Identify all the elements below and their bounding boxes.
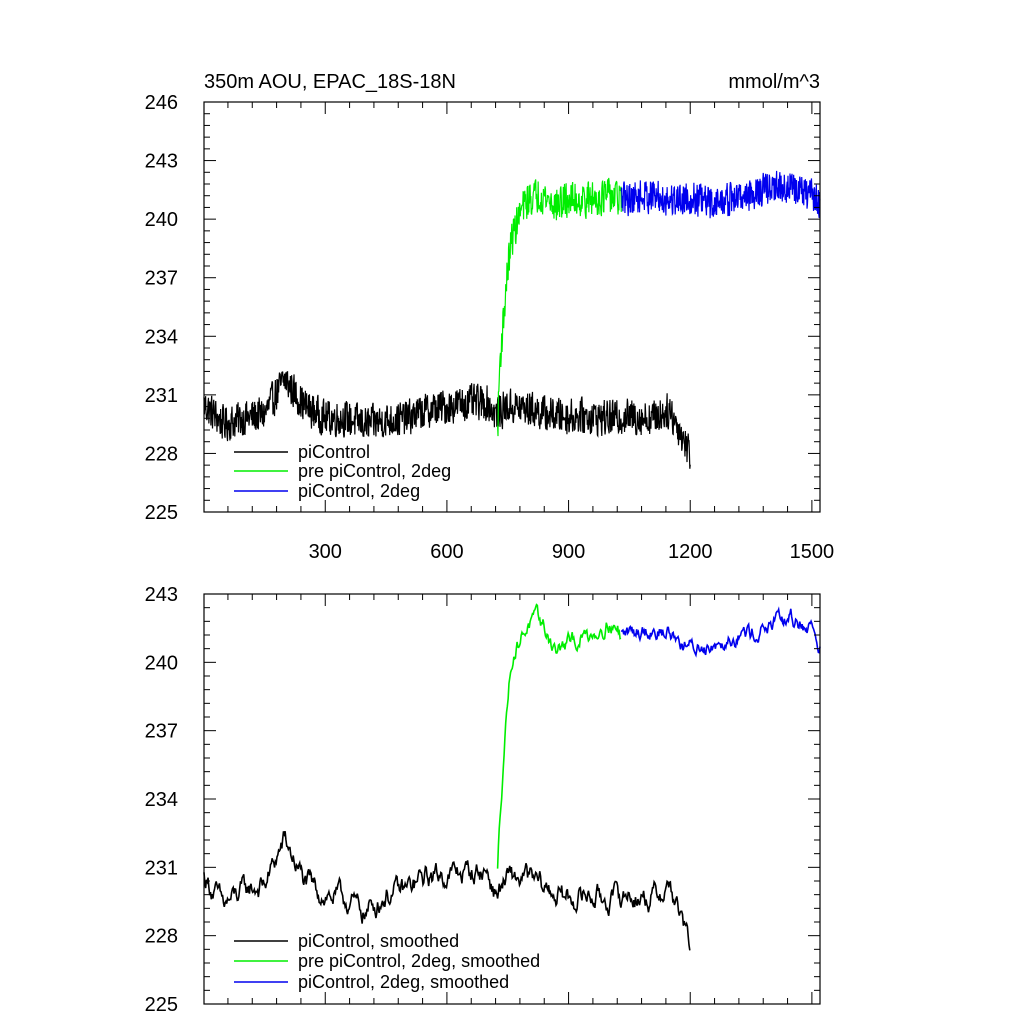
- top-series-line-1: [497, 177, 622, 437]
- top-ytick-label: 225: [145, 502, 178, 524]
- top-legend: piControl pre piControl, 2deg piControl,…: [234, 442, 451, 501]
- bottom-legend-item-0: piControl, smoothed: [234, 931, 459, 951]
- top-xtick-label: 300: [309, 541, 342, 563]
- top-plot-area: 225 228 231 234 237 240 243 246 300 600 900 1200 150…: [145, 92, 835, 563]
- bottom-series-line-1: [496, 603, 622, 869]
- top-legend-item-0: piControl: [234, 442, 370, 462]
- bottom-legend-label-1: pre piControl, 2deg, smoothed: [298, 951, 540, 971]
- top-panel-title: 350m AOU, EPAC_18S-18N: [204, 71, 456, 93]
- top-plot-frame: [203, 101, 821, 513]
- top-legend-item-2: piControl, 2deg: [234, 481, 420, 501]
- bottom-legend: piControl, smoothed pre piControl, 2deg,…: [234, 931, 540, 992]
- top-series-line-2: [620, 170, 821, 219]
- top-ytick-label: 228: [145, 443, 178, 465]
- top-legend-item-1: pre piControl, 2deg: [234, 461, 451, 481]
- top-legend-label-0: piControl: [298, 442, 370, 462]
- top-legend-label-1: pre piControl, 2deg: [298, 461, 451, 481]
- bottom-ytick-label: 240: [145, 652, 178, 674]
- bottom-legend-item-1: pre piControl, 2deg, smoothed: [234, 951, 540, 971]
- bottom-plot-area: 225 228 231 234 237 240 243: [145, 584, 821, 1016]
- top-xtick-label: 1200: [668, 541, 713, 563]
- top-xtick-label: 1500: [790, 541, 835, 563]
- top-xtick-label: 600: [430, 541, 463, 563]
- top-panel-units: mmol/m^3: [728, 71, 820, 93]
- bottom-ytick-label: 228: [145, 926, 178, 948]
- top-ytick-label: 240: [145, 209, 178, 231]
- top-ytick-label: 237: [145, 268, 178, 290]
- bottom-legend-label-0: piControl, smoothed: [298, 931, 459, 951]
- bottom-legend-item-2: piControl, 2deg, smoothed: [234, 972, 509, 992]
- bottom-ytick-label: 234: [145, 789, 178, 811]
- top-ytick-label: 231: [145, 385, 178, 407]
- bottom-series-line-2: [620, 606, 821, 658]
- top-ytick-label: 246: [145, 92, 178, 114]
- top-panel: 350m AOU, EPAC_18S-18N mmol/m^3 225 228 23…: [145, 71, 835, 563]
- top-ytick-label: 243: [145, 151, 178, 173]
- bottom-ytick-label: 243: [145, 584, 178, 606]
- top-ytick-label: 234: [145, 326, 178, 348]
- bottom-legend-label-2: piControl, 2deg, smoothed: [298, 972, 509, 992]
- bottom-series-line-0: [203, 830, 691, 951]
- top-series-line-0: [203, 370, 691, 469]
- bottom-ytick-label: 225: [145, 994, 178, 1016]
- bottom-panel: 225 228 231 234 237 240 243 piControl, smoothe…: [145, 584, 821, 1016]
- top-xtick-label: 900: [552, 541, 585, 563]
- bottom-plot-frame: [203, 593, 821, 1005]
- bottom-ytick-label: 237: [145, 721, 178, 743]
- top-legend-label-2: piControl, 2deg: [298, 481, 420, 501]
- bottom-ytick-label: 231: [145, 857, 178, 879]
